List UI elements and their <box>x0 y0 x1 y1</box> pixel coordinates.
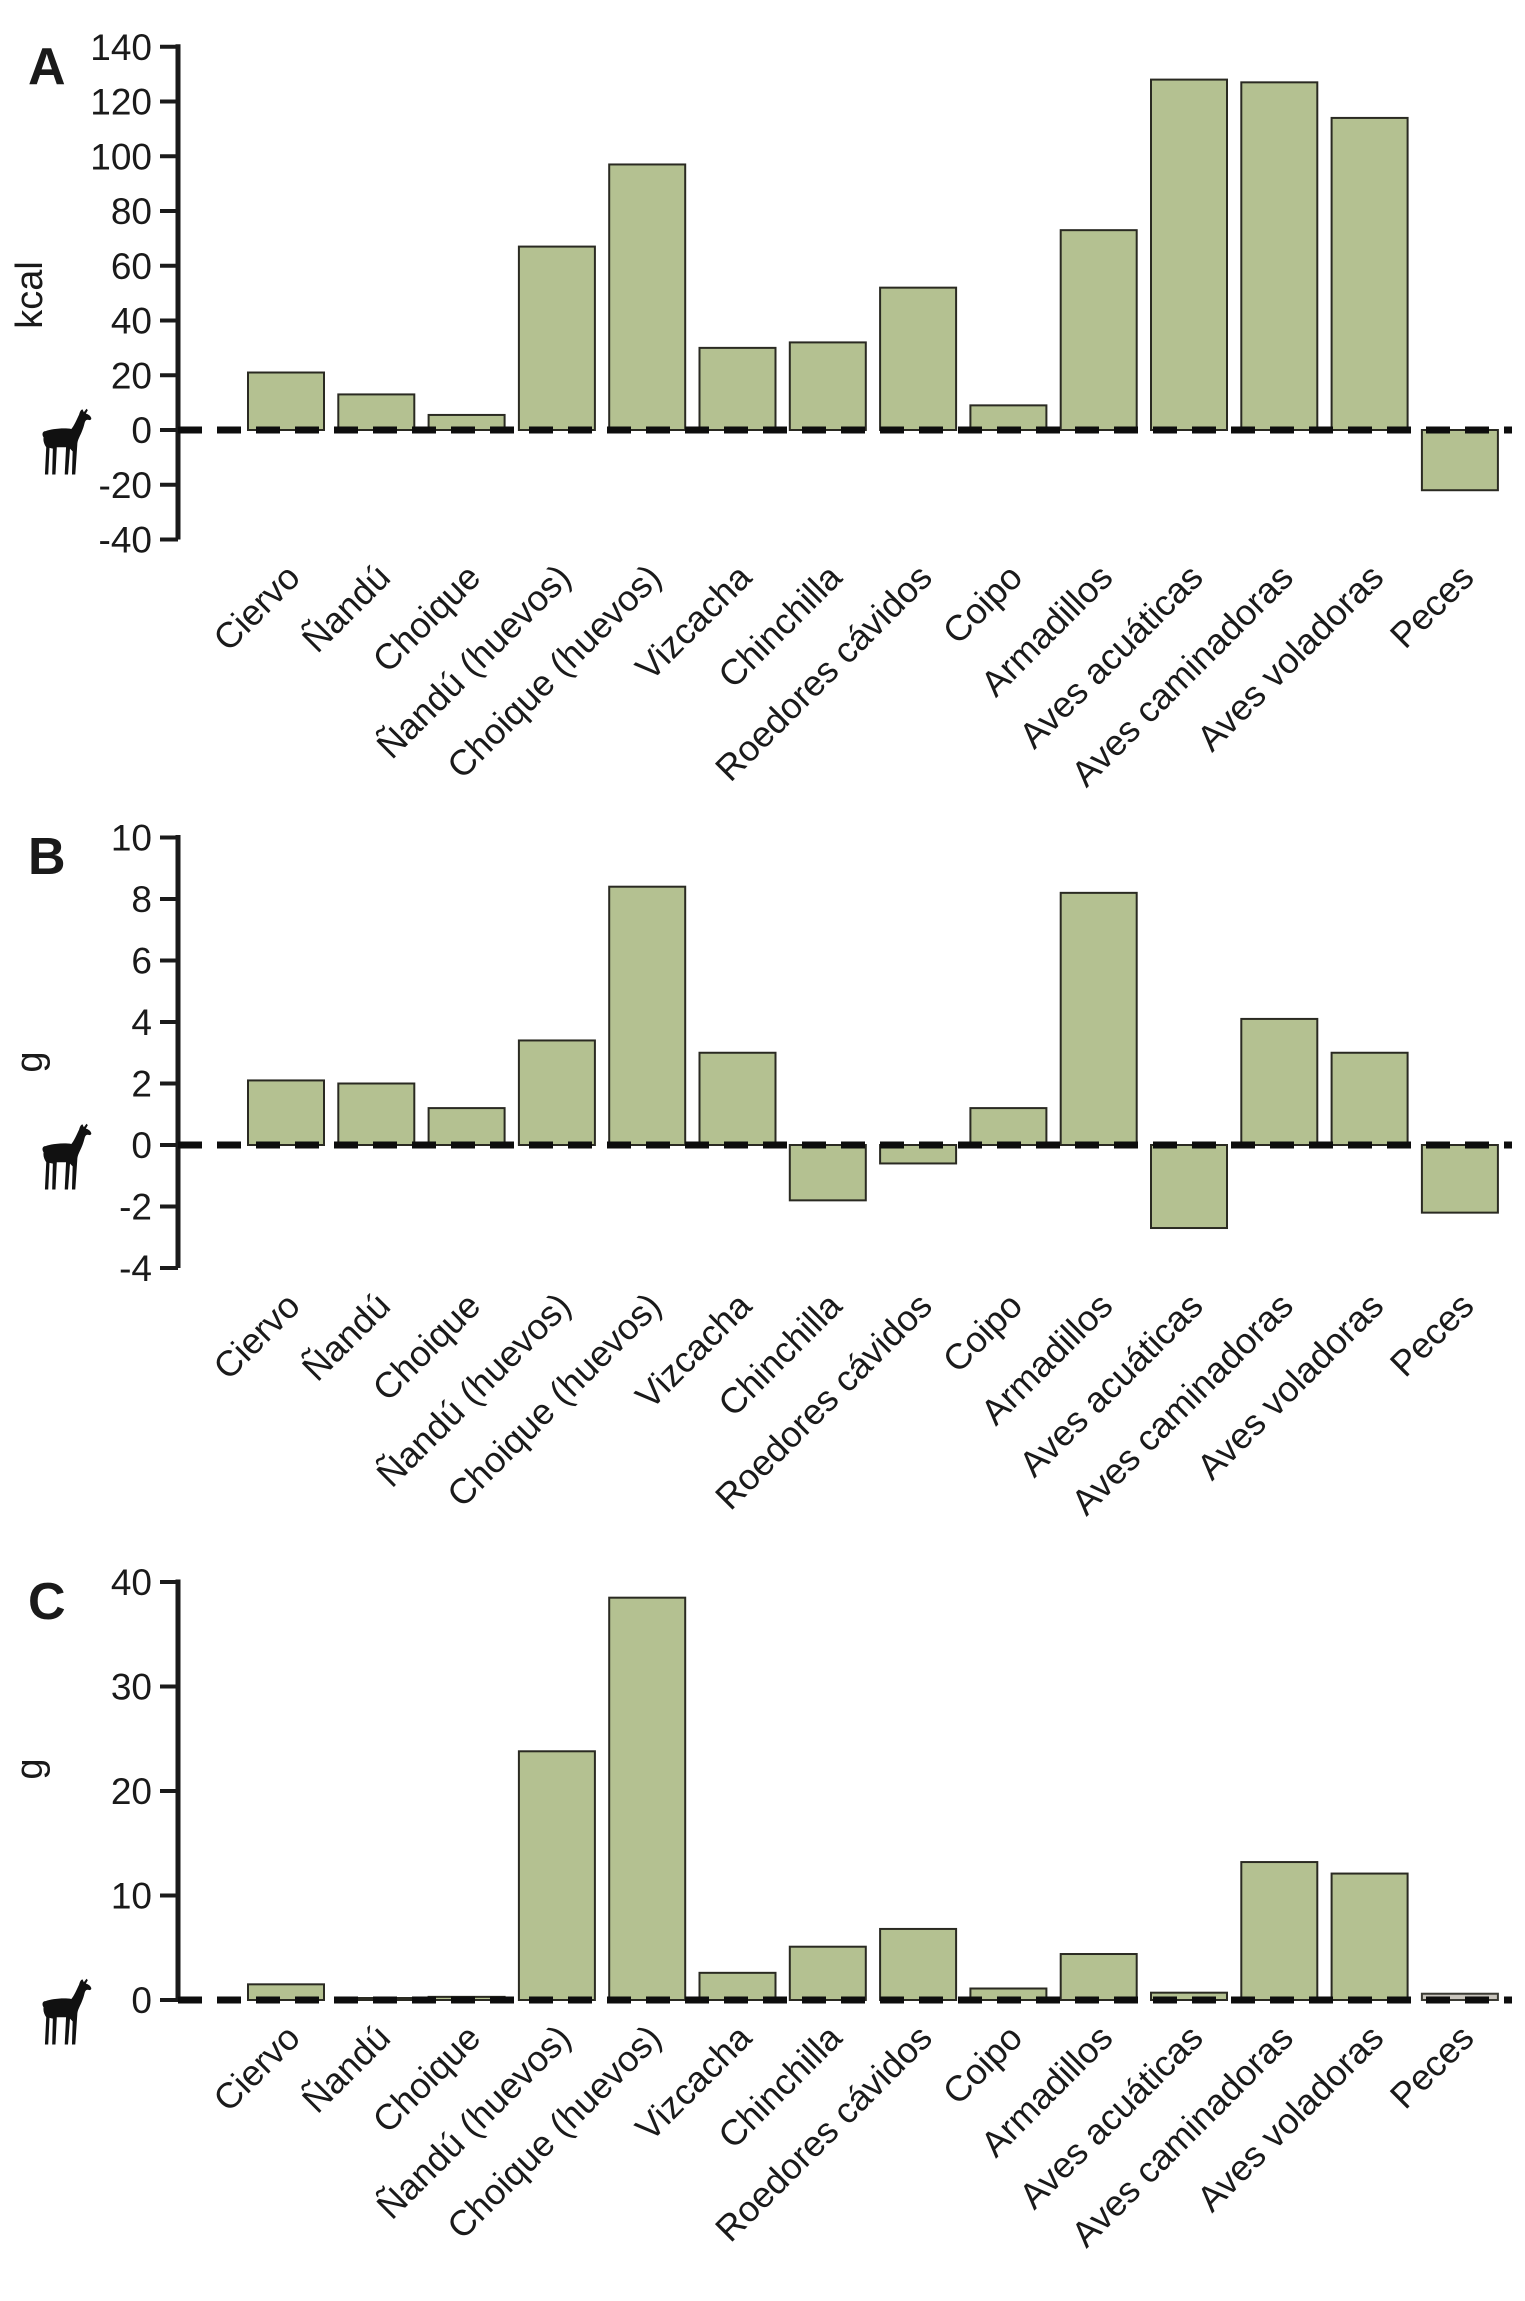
panel-a-bar-vizcacha <box>698 346 777 431</box>
panel-c-bar-armadillos <box>1059 1953 1138 2002</box>
panel-a-bar-aves-acuaticas <box>1150 78 1228 431</box>
panel-a-tick-label: 40 <box>111 301 152 342</box>
panel-b-bar-aves-caminadoras <box>1240 1017 1319 1146</box>
panel-a-letter: A <box>28 38 66 96</box>
panel-a-bar-armadillos <box>1059 229 1138 431</box>
panel-a-tick-label: 60 <box>111 246 152 287</box>
panel-c-bar-aves-acuaticas <box>1150 1991 1228 2002</box>
panel-b-tick-label: 4 <box>131 1002 152 1043</box>
panel-a-tick-label: 0 <box>131 410 152 451</box>
panel-c-bar-peces <box>1420 1992 1499 2001</box>
panel-b-x-label-ciervo: Ciervo <box>205 1285 308 1388</box>
panel-a-tick-label: 20 <box>111 355 152 396</box>
panel-a-bar-nandu-huevos <box>517 245 596 431</box>
panel-a-bar-aves-voladoras <box>1330 116 1409 432</box>
panel-c-letter: C <box>28 1573 66 1631</box>
panel-a-tick-label: -40 <box>99 520 152 561</box>
panel-b-bar-coipo <box>969 1107 1048 1146</box>
panel-c-x-label-peces: Peces <box>1382 2017 1482 2117</box>
guanaco-silhouette-icon <box>42 1978 92 2045</box>
panel-b-bar-peces <box>1420 1144 1499 1214</box>
guanaco-silhouette-icon <box>42 408 92 475</box>
panel-b-bar-choique-huevos <box>608 885 687 1146</box>
panel-a-bar-choique-huevos <box>608 163 687 431</box>
panel-b-bar-chinchilla <box>788 1144 867 1202</box>
panel-c-tick-label: 30 <box>111 1667 152 1708</box>
panel-a-bar-coipo <box>969 404 1048 431</box>
panel-c-y-axis-title: g <box>9 1758 51 1779</box>
panel-c-bar-aves-voladoras <box>1330 1872 1409 2002</box>
panel-b-y-axis-title: g <box>9 1051 51 1072</box>
panel-b-bar-aves-acuaticas <box>1150 1144 1228 1230</box>
panel-b-tick-label: 6 <box>131 941 152 982</box>
panel-c-bar-choique-huevos <box>608 1596 687 2002</box>
panel-a-bar-chinchilla <box>788 341 867 431</box>
panel-a: Akcal140120100806040200-20-40CiervoÑandú… <box>9 27 1512 794</box>
panel-c-tick-label: 40 <box>111 1562 152 1603</box>
panel-c-bar-roedores-cavidos <box>879 1927 958 2001</box>
panel-a-tick-label: 100 <box>90 136 152 177</box>
panel-b-tick-label: 2 <box>131 1064 152 1105</box>
panel-b-bar-vizcacha <box>698 1051 777 1146</box>
panel-c-bar-nandu-huevos <box>517 1750 596 2002</box>
panel-a-tick-label: 140 <box>90 27 152 68</box>
panel-a-tick-label: -20 <box>99 465 152 506</box>
panel-b-letter: B <box>28 828 66 886</box>
guanaco-silhouette-icon <box>42 1123 92 1190</box>
panel-c-bar-vizcacha <box>698 1971 777 2001</box>
panel-b-tick-label: -2 <box>119 1187 152 1228</box>
panel-a-y-axis-title: kcal <box>9 261 51 329</box>
panel-c-tick-label: 0 <box>131 1980 152 2021</box>
panel-b-bar-ciervo <box>247 1079 325 1147</box>
panel-a-tick-label: 120 <box>90 82 152 123</box>
panel-b-tick-label: 0 <box>131 1125 152 1166</box>
panel-a-bar-ciervo <box>247 371 325 432</box>
panel-a-bar-aves-caminadoras <box>1240 81 1319 432</box>
panel-b-tick-label: 10 <box>111 818 152 859</box>
panel-b-tick-label: 8 <box>131 879 152 920</box>
panel-b-bar-aves-voladoras <box>1330 1051 1409 1146</box>
panel-a-x-label-peces: Peces <box>1382 556 1482 656</box>
panel-b-bar-nandu <box>337 1082 416 1146</box>
panel-a-bar-roedores-cavidos <box>879 286 958 431</box>
panel-b-bar-choique <box>427 1107 506 1146</box>
panel-a-bar-peces <box>1420 429 1499 492</box>
panel-b-bar-nandu-huevos <box>517 1039 596 1146</box>
panel-c-bar-ciervo <box>247 1983 325 2001</box>
panel-a-bar-nandu <box>337 393 416 432</box>
panel-c-x-label-ciervo: Ciervo <box>205 2017 308 2120</box>
panel-a-tick-label: 80 <box>111 191 152 232</box>
panel-b-bar-armadillos <box>1059 891 1138 1146</box>
panel-c-tick-label: 20 <box>111 1771 152 1812</box>
panel-a-x-label-ciervo: Ciervo <box>205 556 308 659</box>
panel-b-tick-label: -4 <box>119 1248 152 1289</box>
panel-c-bar-chinchilla <box>788 1945 867 2001</box>
panel-b-bar-roedores-cavidos <box>879 1144 958 1165</box>
panel-c-tick-label: 10 <box>111 1876 152 1917</box>
panel-c-bar-aves-caminadoras <box>1240 1861 1319 2002</box>
panel-b-x-label-peces: Peces <box>1382 1285 1482 1385</box>
